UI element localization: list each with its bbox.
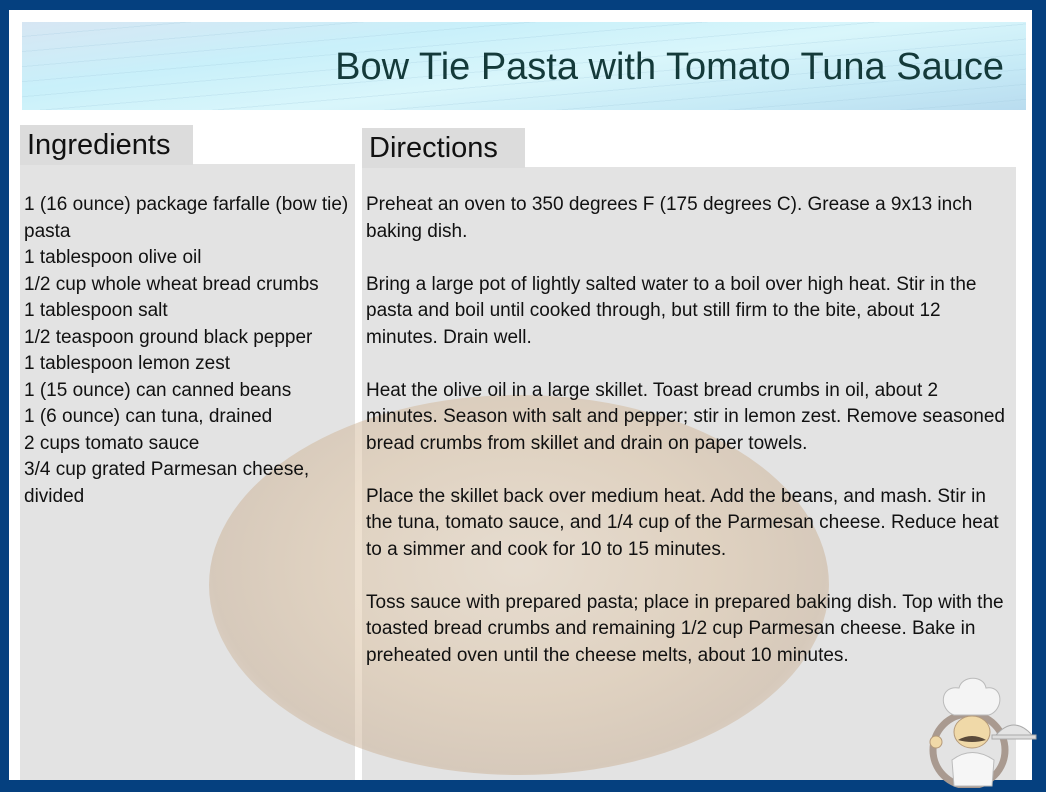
ingredients-heading: Ingredients xyxy=(20,125,193,165)
direction-step: Toss sauce with prepared pasta; place in… xyxy=(366,591,1004,666)
ingredient-item: 1 tablespoon lemon zest xyxy=(24,353,230,374)
recipe-card: Bow Tie Pasta with Tomato Tuna Sauce Ing… xyxy=(9,10,1037,788)
bean-dish-photo xyxy=(209,395,829,775)
ingredient-item: 1 (6 ounce) can tuna, drained xyxy=(24,406,273,427)
recipe-title: Bow Tie Pasta with Tomato Tuna Sauce xyxy=(335,46,1004,88)
ingredient-item: 2 cups tomato sauce xyxy=(24,432,200,454)
direction-step: Heat the olive oil in a large skillet. T… xyxy=(366,379,1005,454)
ingredient-item: 3/4 cup grated Parmesan cheese, divided xyxy=(24,459,310,507)
ingredient-item: 1 (16 ounce) package farfalle (bow tie) … xyxy=(24,194,349,242)
direction-step: Place the skillet back over medium heat.… xyxy=(366,485,999,560)
ingredient-item: 1 tablespoon salt xyxy=(24,300,168,321)
ingredients-list: 1 (16 ounce) package farfalle (bow tie) … xyxy=(24,192,354,510)
directions-heading: Directions xyxy=(362,128,525,168)
ingredient-item: 1/2 teaspoon ground black pepper xyxy=(24,326,313,348)
chef-mascot-icon xyxy=(929,677,1037,788)
ingredient-item: 1 (15 ounce) can canned beans xyxy=(24,379,292,401)
title-banner: Bow Tie Pasta with Tomato Tuna Sauce xyxy=(22,22,1026,110)
direction-step: Preheat an oven to 350 degrees F (175 de… xyxy=(366,194,973,242)
ingredient-item: 1 tablespoon olive oil xyxy=(24,247,202,268)
direction-step: Bring a large pot of lightly salted wate… xyxy=(366,273,977,348)
ingredient-item: 1/2 cup whole wheat bread crumbs xyxy=(24,273,319,295)
directions-list: Preheat an oven to 350 degrees F (175 de… xyxy=(366,192,1011,696)
